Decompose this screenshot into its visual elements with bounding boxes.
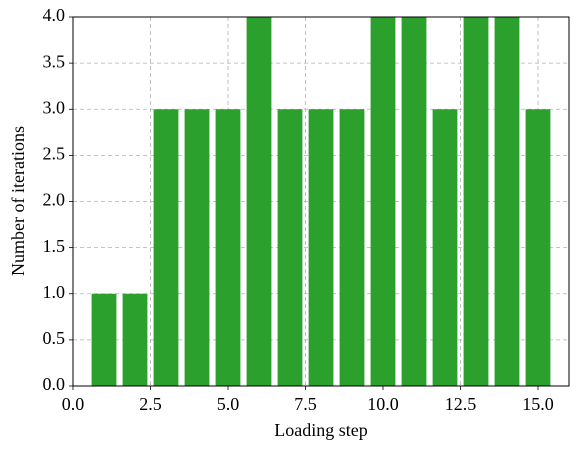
x-tick-label: 5.0 xyxy=(217,394,240,414)
bar xyxy=(184,109,210,386)
y-tick-label: 1.0 xyxy=(43,282,66,302)
x-tick-label: 7.5 xyxy=(294,394,317,414)
bar xyxy=(246,17,272,386)
y-tick-label: 2.0 xyxy=(43,190,66,210)
bar xyxy=(215,109,241,386)
bar xyxy=(91,293,117,386)
y-tick-label: 0.0 xyxy=(43,374,66,394)
y-tick-label: 4.0 xyxy=(43,5,66,25)
bar xyxy=(432,109,458,386)
y-tick-label: 3.5 xyxy=(43,51,66,71)
x-tick-label: 10.0 xyxy=(367,394,399,414)
y-tick-label: 2.5 xyxy=(43,144,66,164)
y-tick-label: 1.5 xyxy=(43,236,66,256)
bar xyxy=(370,17,396,386)
bars xyxy=(91,17,551,386)
bar xyxy=(401,17,427,386)
y-axis-label: Number of iterations xyxy=(8,126,28,276)
x-tick-label: 2.5 xyxy=(139,394,162,414)
bar xyxy=(494,17,520,386)
bar xyxy=(463,17,489,386)
bar xyxy=(277,109,303,386)
y-tick-label: 0.5 xyxy=(43,328,66,348)
x-tick-label: 15.0 xyxy=(522,394,554,414)
x-axis-label: Loading step xyxy=(274,420,367,440)
bar xyxy=(308,109,334,386)
bar xyxy=(339,109,365,386)
bar xyxy=(153,109,179,386)
bar xyxy=(122,293,148,386)
x-tick-label: 12.5 xyxy=(445,394,477,414)
x-tick-label: 0.0 xyxy=(62,394,85,414)
bar xyxy=(525,109,551,386)
y-tick-label: 3.0 xyxy=(43,97,66,117)
